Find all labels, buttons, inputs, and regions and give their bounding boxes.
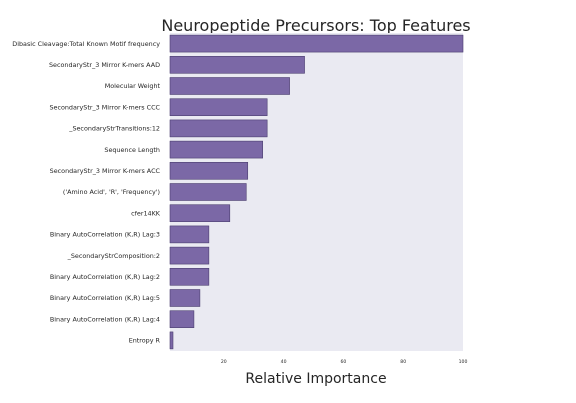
bar <box>169 204 231 222</box>
category-label: Binary AutoCorrelation (K,R) Lag:4 <box>50 315 160 323</box>
bar <box>169 34 464 53</box>
category-label: Sequence Length <box>104 146 160 154</box>
x-tick-label: 40 <box>281 359 287 365</box>
bars-group <box>169 34 464 350</box>
bar <box>169 140 263 159</box>
bar <box>169 119 268 138</box>
bar <box>169 225 210 244</box>
category-labels: Dibasic Cleavage:Total Known Motif frequ… <box>12 40 161 345</box>
bar <box>169 77 290 95</box>
bar <box>169 289 201 307</box>
bar <box>169 56 305 74</box>
category-label: _SecondaryStrTransitions:12 <box>68 125 160 133</box>
x-tick-label: 20 <box>221 359 227 365</box>
category-label: Molecular Weight <box>105 82 161 90</box>
x-tick-label: 100 <box>459 359 468 365</box>
bar <box>169 310 195 328</box>
bar <box>169 331 174 350</box>
category-label: cfer14KK <box>131 209 161 217</box>
category-label: Entropy R <box>129 337 161 345</box>
category-label: SecondaryStr_3 Mirror K-mers ACC <box>50 167 161 175</box>
x-tick-label: 80 <box>400 359 406 365</box>
x-axis-label: Relative Importance <box>245 371 386 387</box>
x-tick-labels: 20 40 60 80 100 <box>221 359 468 365</box>
bar <box>169 183 247 201</box>
bar <box>169 246 210 265</box>
category-label: Binary AutoCorrelation (K,R) Lag:5 <box>50 294 160 302</box>
bar <box>169 162 249 180</box>
category-label: Dibasic Cleavage:Total Known Motif frequ… <box>12 40 160 48</box>
category-label: Binary AutoCorrelation (K,R) Lag:2 <box>50 273 160 281</box>
category-label: Binary AutoCorrelation (K,R) Lag:3 <box>50 231 160 239</box>
bar <box>169 98 268 116</box>
x-tick-label: 60 <box>340 359 346 365</box>
chart-title: Neuropeptide Precursors: Top Features <box>161 16 470 35</box>
category-label: ('Amino Acid', 'R', 'Frequency') <box>63 188 160 196</box>
category-label: SecondaryStr_3 Mirror K-mers AAD <box>49 61 160 69</box>
category-label: _SecondaryStrComposition:2 <box>67 252 160 260</box>
bar <box>169 268 210 286</box>
category-label: SecondaryStr_3 Mirror K-mers CCC <box>49 103 160 111</box>
